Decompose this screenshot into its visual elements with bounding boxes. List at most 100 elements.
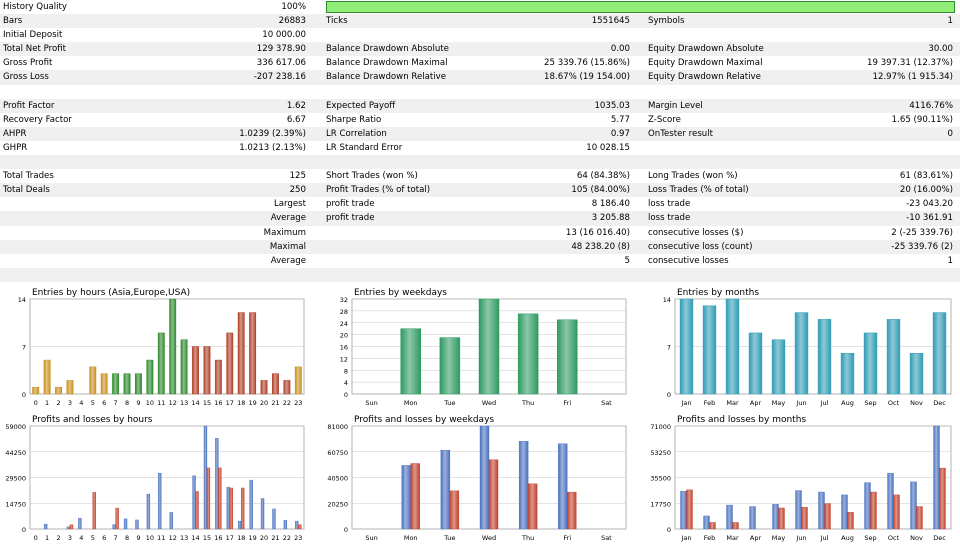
x-tick-label: 3 bbox=[68, 534, 72, 542]
metric-value: 8 186.40 bbox=[591, 199, 630, 210]
profit-bar bbox=[933, 425, 940, 530]
profit-bar bbox=[158, 472, 162, 530]
x-tick-label: 3 bbox=[68, 399, 72, 407]
profit-bar bbox=[558, 443, 568, 530]
chart-2: Entries by weekdays 0 4 8 12 16 20 24 28 32 Sun Mon… bbox=[340, 288, 627, 407]
bar bbox=[214, 359, 222, 395]
x-tick-label: 23 bbox=[294, 399, 302, 407]
bar bbox=[203, 346, 211, 395]
metric-label: Balance Drawdown Absolute bbox=[326, 44, 449, 55]
x-tick-label: 7 bbox=[114, 399, 118, 407]
loss-bar bbox=[206, 467, 211, 530]
x-tick-label: 8 bbox=[125, 399, 129, 407]
bar bbox=[557, 319, 578, 395]
x-tick-label: 2 bbox=[56, 399, 60, 407]
x-tick-label: 14 bbox=[191, 534, 199, 542]
metric-value: 61 (83.61%) bbox=[899, 171, 953, 182]
metric-label: GHPR bbox=[3, 142, 28, 153]
x-tick-label: Nov bbox=[910, 534, 923, 542]
y-tick-label: 60750 bbox=[327, 449, 348, 457]
bar bbox=[100, 373, 108, 395]
bar bbox=[192, 346, 199, 395]
x-tick-label: Sun bbox=[365, 534, 377, 542]
x-tick-label: Apr bbox=[750, 399, 762, 407]
x-tick-label: 1 bbox=[45, 534, 49, 542]
bar bbox=[283, 380, 291, 395]
metric-label: Ticks bbox=[326, 16, 348, 27]
metric-label: consecutive losses ($) bbox=[648, 227, 744, 238]
loss-bar bbox=[527, 483, 538, 530]
loss-bar bbox=[69, 524, 74, 530]
x-tick-label: Jan bbox=[680, 534, 691, 542]
metric-label: consecutive losses bbox=[648, 255, 729, 266]
x-tick-label: Wed bbox=[482, 399, 496, 407]
bar bbox=[249, 312, 257, 395]
x-tick-label: Fri bbox=[563, 399, 571, 407]
metric-value: 100% bbox=[281, 2, 306, 12]
x-tick-label: 7 bbox=[114, 534, 118, 542]
profit-bar bbox=[841, 494, 848, 530]
bar bbox=[226, 332, 234, 395]
bar bbox=[135, 373, 142, 395]
y-tick-label: 17750 bbox=[650, 500, 671, 508]
chart-title: Entries by weekdays bbox=[354, 288, 447, 298]
y-tick-label: 7 bbox=[667, 344, 671, 352]
x-tick-label: 14 bbox=[191, 399, 199, 407]
bar bbox=[32, 386, 40, 395]
report-row: Total Trades 125 Short Trades (won %) 64 (8… bbox=[0, 169, 960, 183]
loss-bar bbox=[824, 503, 831, 530]
metric-label: AHPR bbox=[3, 128, 27, 139]
metric-value: -23 043.20 bbox=[906, 199, 953, 210]
loss-bar bbox=[218, 467, 222, 530]
x-tick-label: Mon bbox=[404, 399, 418, 407]
x-tick-label: 0 bbox=[34, 399, 38, 407]
y-tick-label: 35500 bbox=[650, 475, 671, 483]
profit-bar bbox=[479, 425, 490, 530]
bar bbox=[439, 337, 461, 395]
x-tick-label: Aug bbox=[841, 399, 854, 407]
metric-label: Balance Drawdown Maximal bbox=[326, 58, 448, 69]
metric-label: History Quality bbox=[3, 2, 68, 12]
metric-value: 12.97% (1 915.34) bbox=[872, 72, 953, 83]
bar bbox=[932, 312, 947, 395]
bar bbox=[840, 353, 855, 395]
metric-value: 5 bbox=[624, 255, 630, 266]
loss-bar bbox=[847, 512, 854, 530]
profit-bar bbox=[749, 506, 756, 530]
metric-value: 1035.03 bbox=[594, 100, 630, 111]
metric-value: 2 (-25 339.76) bbox=[891, 227, 953, 238]
loss-bar bbox=[732, 522, 739, 530]
x-tick-label: 6 bbox=[102, 399, 106, 407]
report-row: Profit Factor 1.62 Expected Payoff 1035.03 M… bbox=[0, 98, 960, 113]
x-tick-label: 10 bbox=[146, 534, 154, 542]
metric-value: 20 (16.00%) bbox=[899, 185, 953, 196]
x-tick-label: Mar bbox=[726, 399, 739, 407]
x-tick-label: Fri bbox=[563, 534, 571, 542]
report-row: Initial Deposit 10 000.00 bbox=[0, 28, 960, 42]
x-tick-label: 2 bbox=[56, 534, 60, 542]
x-tick-label: Thu bbox=[521, 399, 534, 407]
bar bbox=[863, 332, 878, 395]
y-tick-label: 81000 bbox=[327, 423, 348, 431]
loss-bar bbox=[298, 524, 302, 530]
bar bbox=[478, 298, 500, 395]
loss-bar bbox=[709, 522, 716, 530]
profit-bar bbox=[440, 449, 451, 530]
metric-value: Average bbox=[270, 213, 306, 224]
x-tick-label: Jun bbox=[795, 399, 806, 407]
y-tick-label: 53250 bbox=[650, 449, 671, 457]
bar bbox=[725, 298, 740, 395]
chart-6: Profits and losses by months 0 17750 35500 5… bbox=[650, 415, 952, 542]
metric-value: 1551645 bbox=[591, 16, 630, 27]
metric-value: -25 339.76 (2) bbox=[891, 241, 953, 252]
metric-label: Profit Trades (% of total) bbox=[326, 185, 431, 196]
x-tick-label: 19 bbox=[248, 399, 256, 407]
report-row: Bars 26883 Ticks 1551645 Symbols 1 bbox=[0, 14, 960, 29]
x-tick-label: 13 bbox=[180, 534, 188, 542]
metric-label: consecutive loss (count) bbox=[648, 241, 753, 252]
x-tick-label: 11 bbox=[157, 399, 165, 407]
y-tick-label: 0 bbox=[667, 526, 671, 534]
metric-label: Bars bbox=[3, 16, 23, 27]
report-row: AHPR 1.0239 (2.39%) LR Correlation 0.97 OnTe… bbox=[0, 126, 960, 141]
metric-value: -10 361.91 bbox=[906, 213, 953, 224]
